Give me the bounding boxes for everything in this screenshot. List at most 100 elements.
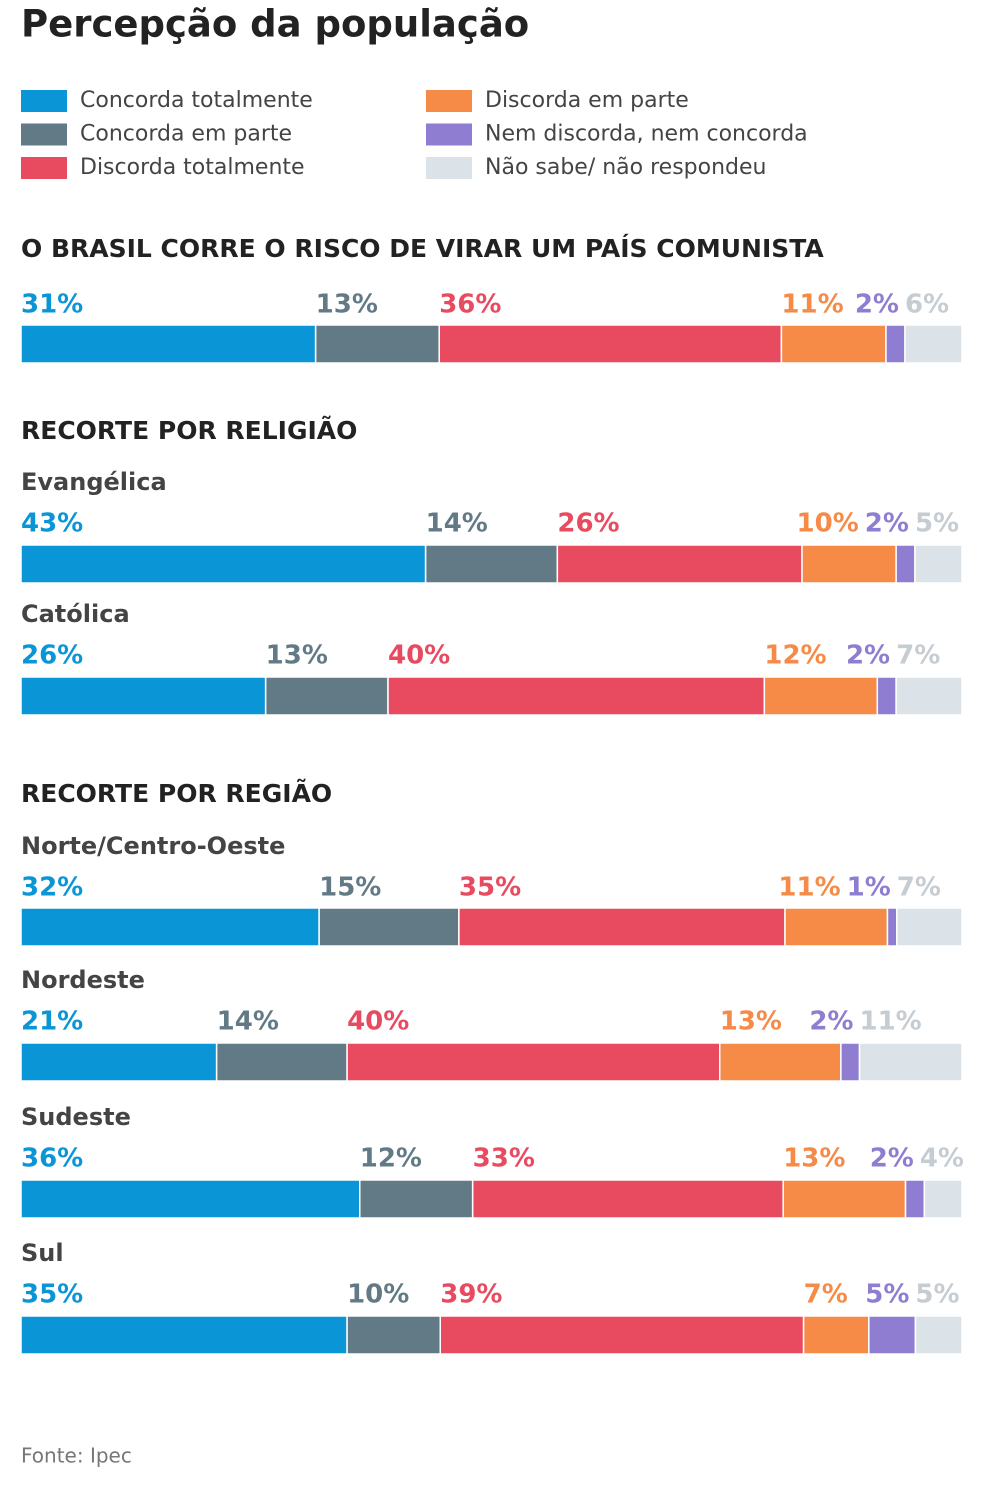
legend-swatch bbox=[21, 90, 67, 112]
bar-segment bbox=[868, 1315, 917, 1355]
value-label: 21% bbox=[21, 1007, 83, 1037]
legend-swatch bbox=[21, 157, 67, 179]
value-label: 11% bbox=[860, 1007, 922, 1037]
legend-label: Nem discorda, nem concorda bbox=[485, 122, 808, 147]
value-label: 26% bbox=[21, 641, 83, 671]
bar-segment bbox=[20, 1179, 361, 1219]
value-label: 33% bbox=[473, 1144, 535, 1174]
row-label: Nordeste bbox=[21, 966, 145, 994]
value-label: 2% bbox=[855, 290, 899, 320]
value-label: 15% bbox=[319, 873, 381, 903]
section-title: RECORTE POR REGIÃO bbox=[21, 779, 332, 808]
value-label: 11% bbox=[778, 873, 840, 903]
legend-swatch bbox=[426, 157, 472, 179]
row-label: Católica bbox=[21, 600, 130, 628]
value-label: 12% bbox=[360, 1144, 422, 1174]
bar-segment bbox=[876, 676, 897, 716]
bar-segment bbox=[780, 324, 887, 364]
bar-segment bbox=[895, 676, 963, 716]
bar-segment bbox=[439, 1315, 805, 1355]
value-label: 35% bbox=[459, 873, 521, 903]
bar-segment bbox=[471, 1179, 784, 1219]
value-label: 12% bbox=[764, 641, 826, 671]
value-label: 2% bbox=[865, 509, 909, 539]
value-label: 26% bbox=[557, 509, 619, 539]
bar-segment bbox=[20, 544, 427, 584]
bar-segment bbox=[264, 676, 389, 716]
value-label: 39% bbox=[440, 1280, 502, 1310]
section-title: O BRASIL CORRE O RISCO DE VIRAR UM PAÍS … bbox=[21, 234, 824, 263]
bar-segment bbox=[438, 324, 783, 364]
value-label: 14% bbox=[426, 509, 488, 539]
bar-segment bbox=[802, 1315, 870, 1355]
value-label: 11% bbox=[781, 290, 843, 320]
bar-segment bbox=[719, 1042, 842, 1082]
value-label: 6% bbox=[905, 290, 949, 320]
bar-segment bbox=[895, 544, 916, 584]
bar-segment bbox=[359, 1179, 474, 1219]
bar-segment bbox=[763, 676, 879, 716]
value-label: 35% bbox=[21, 1280, 83, 1310]
bar-segment bbox=[314, 324, 440, 364]
value-label: 7% bbox=[804, 1280, 848, 1310]
bar-segment bbox=[914, 1315, 963, 1355]
value-label: 4% bbox=[920, 1144, 964, 1174]
value-label: 32% bbox=[21, 873, 83, 903]
bar-segment bbox=[318, 907, 460, 947]
bar-segment bbox=[801, 544, 897, 584]
value-label: 7% bbox=[896, 641, 940, 671]
value-label: 5% bbox=[865, 1280, 909, 1310]
row-label: Sul bbox=[21, 1239, 64, 1267]
bar-segment bbox=[346, 1042, 721, 1082]
legend-swatch bbox=[426, 90, 472, 112]
bar-segment bbox=[923, 1179, 963, 1219]
value-label: 2% bbox=[809, 1007, 853, 1037]
legend-label: Concorda em parte bbox=[80, 122, 292, 147]
value-label: 36% bbox=[21, 1144, 83, 1174]
value-label: 10% bbox=[797, 509, 859, 539]
bar-segment bbox=[858, 1042, 963, 1082]
bar-segment bbox=[458, 907, 786, 947]
value-label: 2% bbox=[846, 641, 890, 671]
bar-segment bbox=[896, 907, 963, 947]
value-label: 13% bbox=[316, 290, 378, 320]
bar-segment bbox=[556, 544, 803, 584]
value-label: 7% bbox=[897, 873, 941, 903]
value-label: 5% bbox=[915, 1280, 959, 1310]
legend-label: Discorda em parte bbox=[485, 88, 689, 113]
value-label: 1% bbox=[847, 873, 891, 903]
bar-segment bbox=[424, 544, 559, 584]
bar-segment bbox=[346, 1315, 442, 1355]
bar-segment bbox=[914, 544, 963, 584]
legend-label: Não sabe/ não respondeu bbox=[485, 155, 767, 180]
value-label: 10% bbox=[347, 1280, 409, 1310]
chart-title: Percepção da população bbox=[21, 3, 529, 46]
bar-segment bbox=[20, 324, 317, 364]
bar-segment bbox=[904, 1179, 926, 1219]
section-title: RECORTE POR RELIGIÃO bbox=[21, 416, 357, 445]
bar-segment bbox=[885, 324, 906, 364]
value-label: 13% bbox=[720, 1007, 782, 1037]
bar-segment bbox=[215, 1042, 348, 1082]
bar-segment bbox=[904, 324, 963, 364]
bar-segment bbox=[20, 1315, 348, 1355]
value-label: 13% bbox=[266, 641, 328, 671]
bar-segment bbox=[20, 676, 267, 716]
source: Fonte: Ipec bbox=[21, 1444, 132, 1468]
row-label: Evangélica bbox=[21, 468, 167, 496]
row-label: Norte/Centro-Oeste bbox=[21, 832, 285, 860]
value-label: 14% bbox=[217, 1007, 279, 1037]
value-label: 31% bbox=[21, 290, 83, 320]
bar-segment bbox=[20, 907, 320, 947]
value-label: 5% bbox=[915, 509, 959, 539]
legend-swatch bbox=[426, 123, 472, 146]
value-label: 2% bbox=[870, 1144, 914, 1174]
legend-label: Concorda totalmente bbox=[80, 88, 313, 113]
value-label: 13% bbox=[783, 1144, 845, 1174]
legend-swatch bbox=[21, 123, 67, 146]
bar-segment bbox=[782, 1179, 907, 1219]
bar-segment bbox=[387, 676, 766, 716]
row-label: Sudeste bbox=[21, 1103, 131, 1131]
bar-segment bbox=[840, 1042, 861, 1082]
bar-segment bbox=[784, 907, 889, 947]
